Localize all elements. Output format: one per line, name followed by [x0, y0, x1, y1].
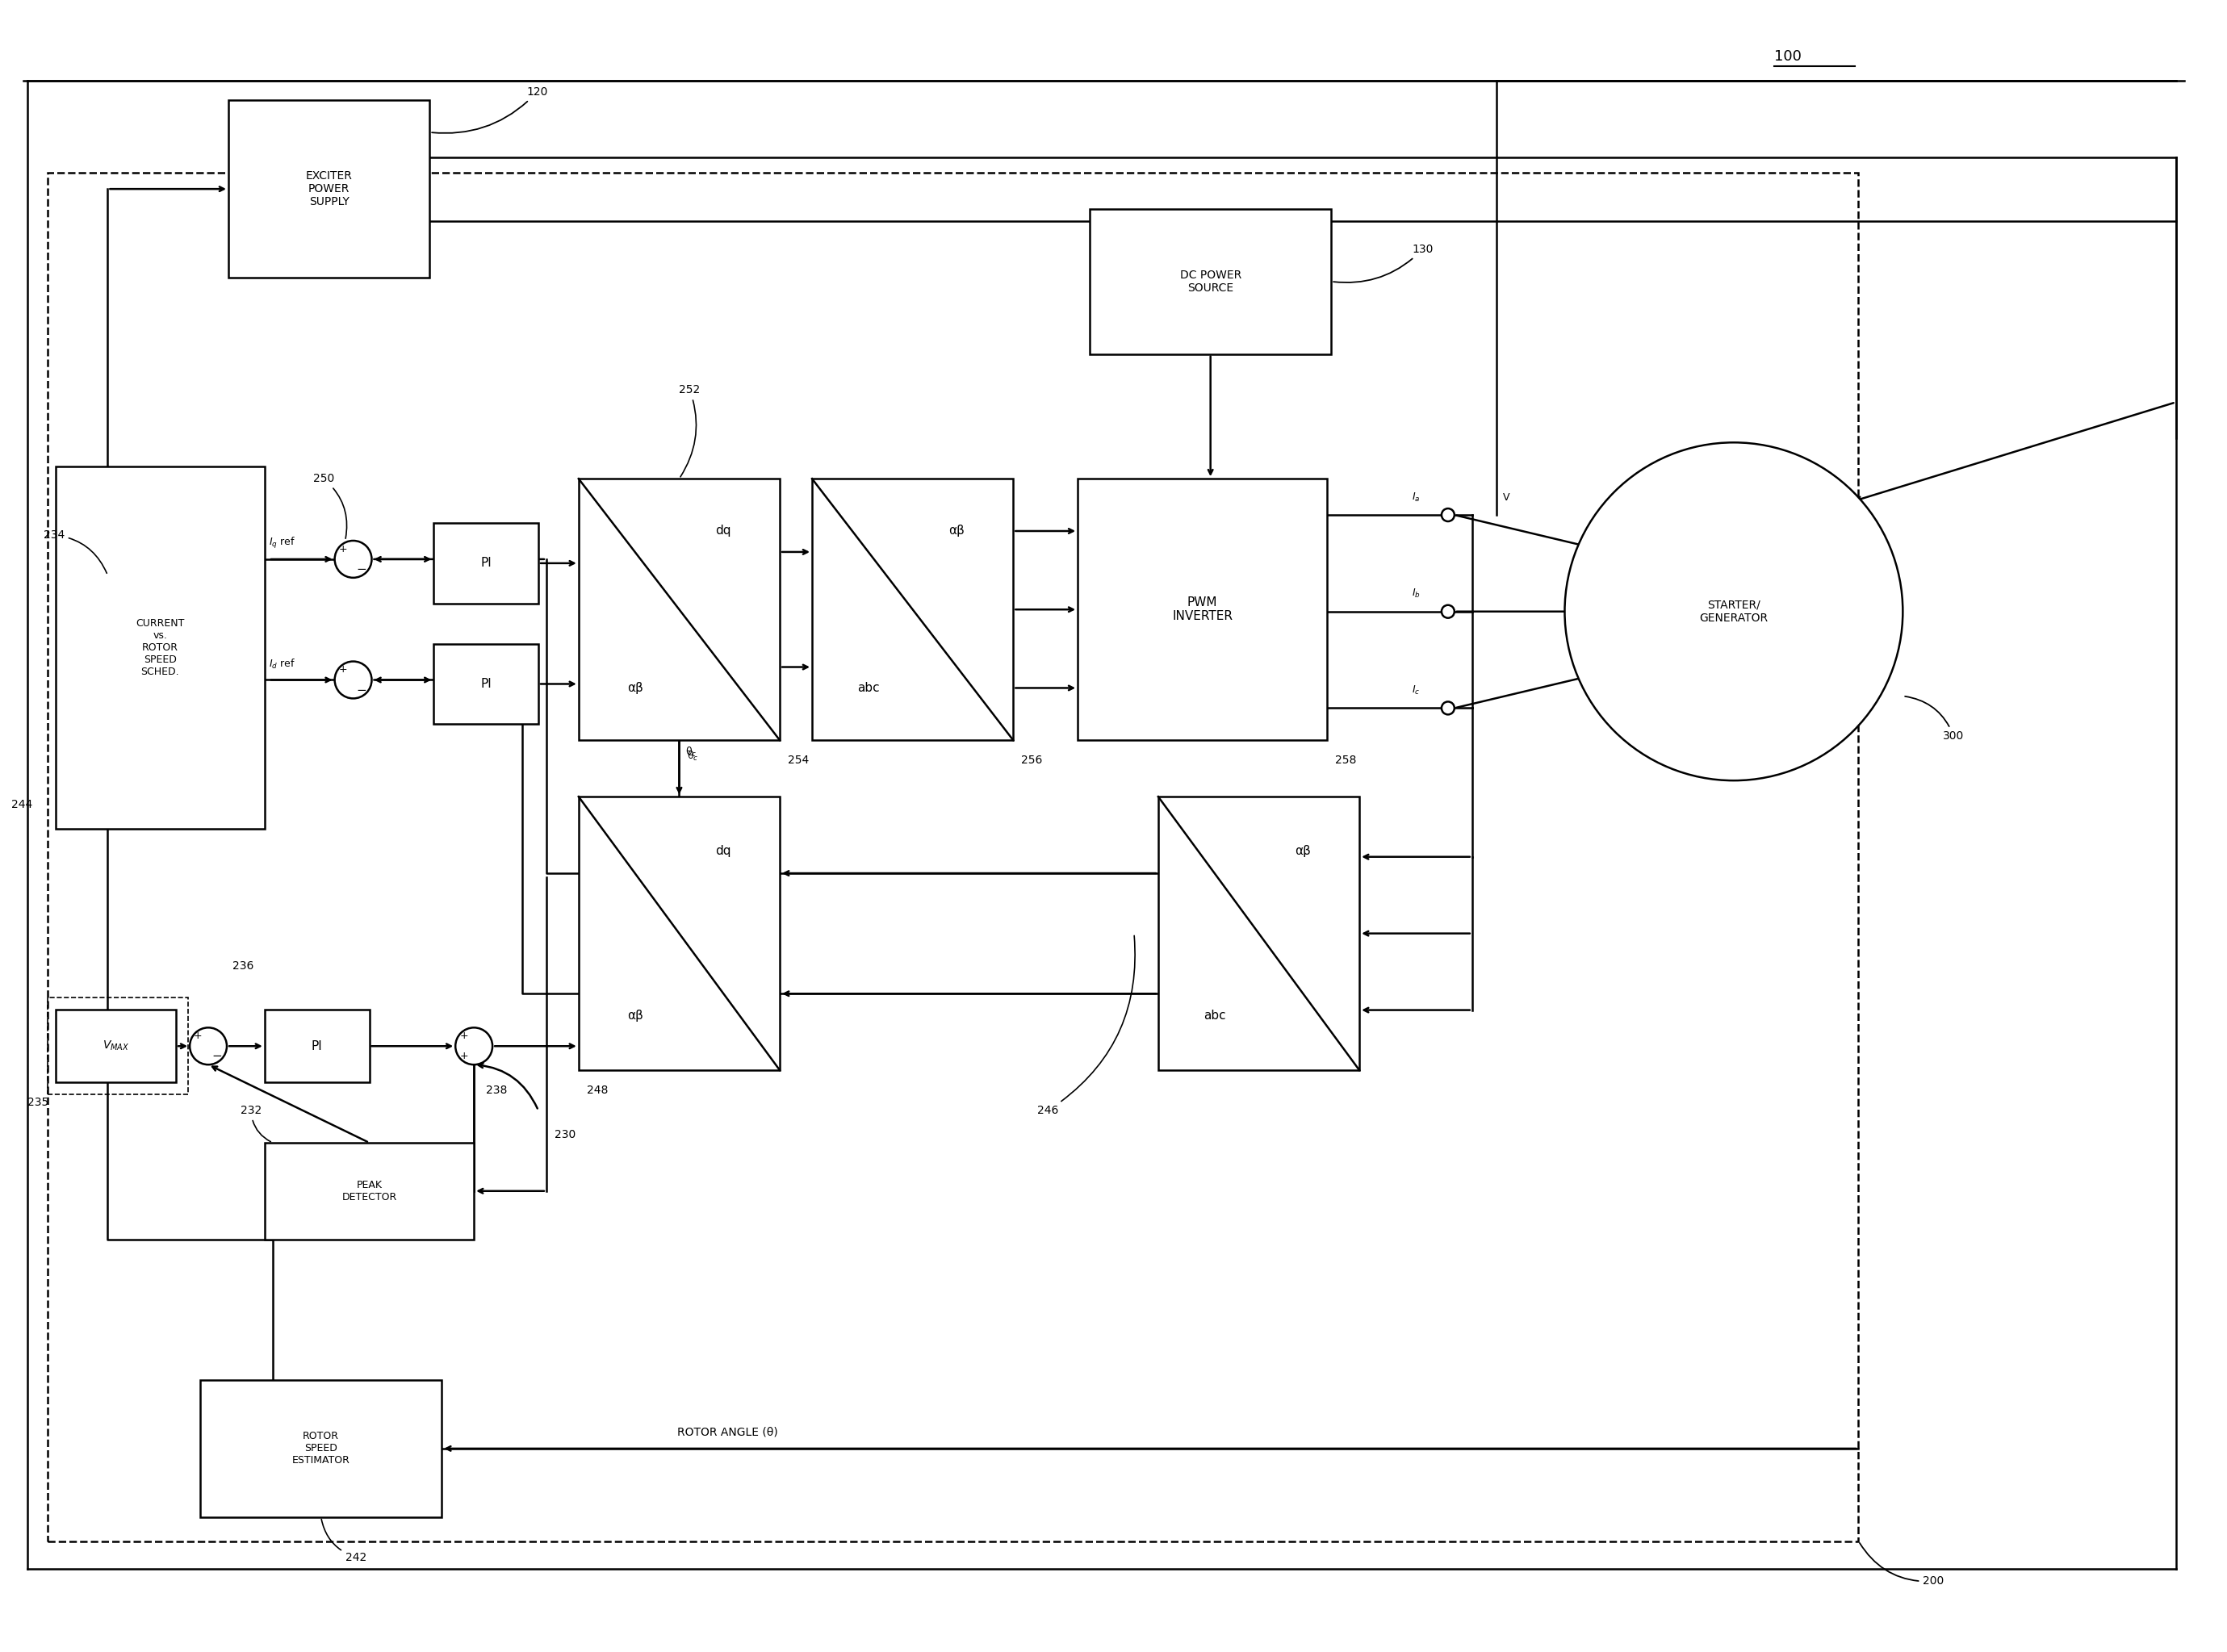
Text: 252: 252: [679, 385, 702, 477]
Text: PI: PI: [481, 677, 492, 691]
Circle shape: [334, 540, 372, 578]
Text: +: +: [194, 1031, 203, 1041]
Text: −: −: [356, 563, 367, 575]
Text: $I_a$: $I_a$: [1412, 491, 1421, 504]
Text: −: −: [212, 1051, 223, 1062]
Circle shape: [1441, 702, 1454, 715]
Circle shape: [1441, 509, 1454, 522]
Text: dq: dq: [715, 525, 730, 537]
Bar: [200, 1379, 441, 1517]
Text: 234: 234: [42, 529, 107, 573]
Text: 256: 256: [1022, 755, 1042, 767]
Bar: [1158, 796, 1358, 1070]
Text: $V_{MAX}$: $V_{MAX}$: [102, 1039, 129, 1052]
Bar: [47, 173, 1860, 1541]
Text: STARTER/
GENERATOR: STARTER/ GENERATOR: [1699, 600, 1768, 624]
Bar: [434, 524, 539, 603]
Text: 236: 236: [232, 960, 254, 971]
Text: 235: 235: [27, 1097, 49, 1108]
Text: CURRENT
vs.
ROTOR
SPEED
SCHED.: CURRENT vs. ROTOR SPEED SCHED.: [136, 618, 185, 677]
Text: PI: PI: [481, 557, 492, 570]
Bar: [56, 1009, 176, 1082]
Text: 230: 230: [555, 1128, 575, 1140]
Text: 300: 300: [1904, 697, 1964, 742]
Text: 232: 232: [241, 1105, 272, 1142]
Text: 248: 248: [586, 1085, 608, 1095]
Text: PI: PI: [312, 1041, 323, 1052]
Circle shape: [334, 661, 372, 699]
Circle shape: [189, 1028, 227, 1064]
Bar: [229, 101, 430, 278]
Text: 246: 246: [1038, 935, 1136, 1117]
Text: 130: 130: [1334, 244, 1432, 282]
Text: $I_c$: $I_c$: [1412, 684, 1421, 697]
Bar: [1089, 210, 1332, 354]
Bar: [265, 1143, 474, 1239]
Text: αβ: αβ: [628, 682, 644, 694]
Text: V: V: [1503, 492, 1510, 502]
Bar: [434, 644, 539, 724]
Text: 242: 242: [321, 1520, 365, 1563]
Text: +: +: [459, 1051, 468, 1062]
Text: +: +: [339, 664, 347, 676]
Text: 250: 250: [314, 472, 347, 539]
Text: 238: 238: [485, 1085, 508, 1095]
Bar: [265, 1009, 370, 1082]
Text: abc: abc: [1203, 1009, 1225, 1021]
Text: 120: 120: [432, 86, 548, 134]
Text: EXCITER
POWER
SUPPLY: EXCITER POWER SUPPLY: [305, 170, 352, 208]
Text: dq: dq: [715, 846, 730, 857]
Text: 200: 200: [1860, 1543, 1944, 1588]
Text: PEAK
DETECTOR: PEAK DETECTOR: [341, 1180, 396, 1203]
Circle shape: [1566, 443, 1902, 780]
Bar: [56, 466, 265, 829]
Bar: [579, 479, 779, 740]
Bar: [47, 998, 187, 1094]
Bar: [579, 796, 779, 1070]
Text: $I_d$ ref: $I_d$ ref: [269, 657, 296, 671]
Circle shape: [457, 1028, 492, 1064]
Text: abc: abc: [857, 682, 880, 694]
Text: αβ: αβ: [1296, 846, 1312, 857]
Text: αβ: αβ: [949, 525, 964, 537]
Text: DC POWER
SOURCE: DC POWER SOURCE: [1180, 269, 1240, 294]
Text: αβ: αβ: [628, 1009, 644, 1021]
Text: −: −: [356, 684, 367, 695]
Text: 254: 254: [788, 755, 808, 767]
Text: $I_b$: $I_b$: [1412, 588, 1421, 600]
Text: 244: 244: [11, 800, 31, 811]
Text: PWM
INVERTER: PWM INVERTER: [1171, 596, 1234, 623]
Text: 258: 258: [1336, 755, 1356, 767]
Circle shape: [1441, 605, 1454, 618]
Text: ROTOR ANGLE (θ): ROTOR ANGLE (θ): [677, 1427, 777, 1439]
Text: $I_q$ ref: $I_q$ ref: [269, 535, 296, 550]
Text: θ$_c$: θ$_c$: [688, 750, 699, 763]
Text: θ$_c$: θ$_c$: [686, 745, 697, 758]
Text: +: +: [459, 1031, 468, 1041]
Text: +: +: [339, 544, 347, 555]
Text: ROTOR
SPEED
ESTIMATOR: ROTOR SPEED ESTIMATOR: [292, 1431, 350, 1465]
Bar: [1078, 479, 1327, 740]
Text: 100: 100: [1775, 50, 1802, 63]
Bar: [813, 479, 1013, 740]
